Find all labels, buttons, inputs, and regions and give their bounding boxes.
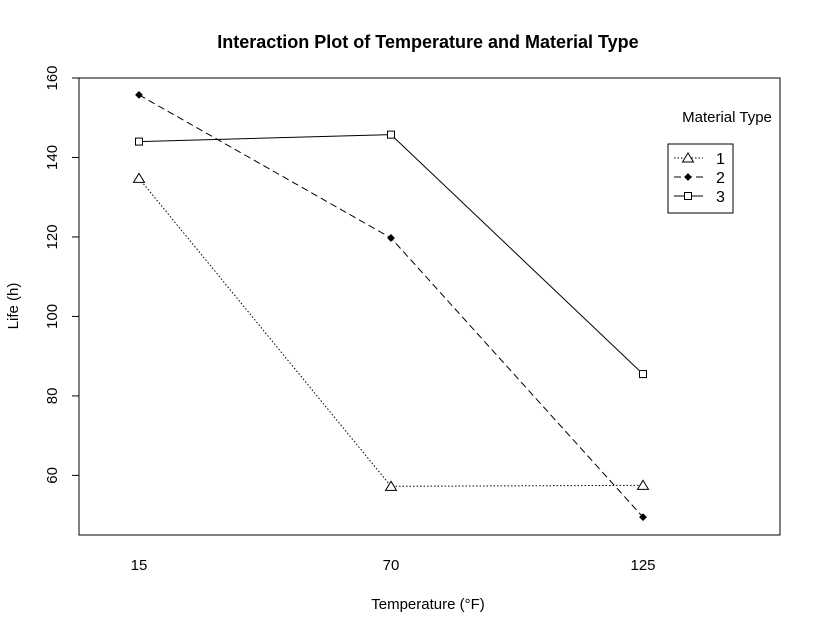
legend-marker: [681, 152, 695, 163]
chart-title: Interaction Plot of Temperature and Mate…: [217, 32, 638, 52]
data-point-2: [387, 234, 395, 242]
data-point-3: [135, 137, 143, 146]
legend-item-1: 1: [674, 151, 725, 168]
series-2: [135, 90, 647, 522]
series-3: [135, 130, 647, 379]
legend: Material Type 1 2 3: [667, 109, 772, 214]
data-point-1: [636, 479, 650, 490]
series-1: [132, 172, 650, 491]
legend-label: 2: [716, 170, 725, 187]
series-line-1: [138, 178, 644, 487]
y-axis-label: Life (h): [5, 283, 22, 330]
y-tick-label: 80: [44, 388, 61, 405]
x-tick-label: 125: [630, 557, 655, 574]
x-axis: 15 70 125: [131, 557, 656, 574]
data-point-3: [639, 370, 647, 379]
series-layer: [132, 90, 650, 522]
x-tick-label: 70: [383, 557, 400, 574]
data-point-3: [387, 130, 395, 139]
legend-items: 1 2 3: [674, 151, 725, 206]
series-line-2: [138, 94, 644, 518]
y-tick-label: 100: [44, 304, 61, 329]
legend-item-2: 2: [674, 170, 725, 187]
legend-marker: [684, 192, 692, 200]
data-point-2: [639, 513, 647, 522]
data-point-1: [132, 172, 146, 183]
legend-label: 3: [716, 189, 725, 206]
y-axis: 60 80 100 120 140 160: [44, 65, 80, 484]
y-tick-label: 120: [44, 224, 61, 249]
data-point-1: [384, 480, 398, 491]
legend-marker: [684, 173, 692, 181]
x-tick-label: 15: [131, 557, 148, 574]
y-tick-label: 160: [44, 65, 61, 90]
legend-title: Material Type: [682, 109, 772, 126]
y-tick-label: 60: [44, 467, 61, 484]
series-line-3: [138, 134, 644, 375]
y-tick-label: 140: [44, 145, 61, 170]
x-axis-label: Temperature (°F): [371, 596, 485, 613]
data-point-2: [135, 90, 143, 99]
legend-item-3: 3: [674, 189, 725, 206]
legend-box: [667, 143, 734, 214]
legend-label: 1: [716, 151, 725, 168]
